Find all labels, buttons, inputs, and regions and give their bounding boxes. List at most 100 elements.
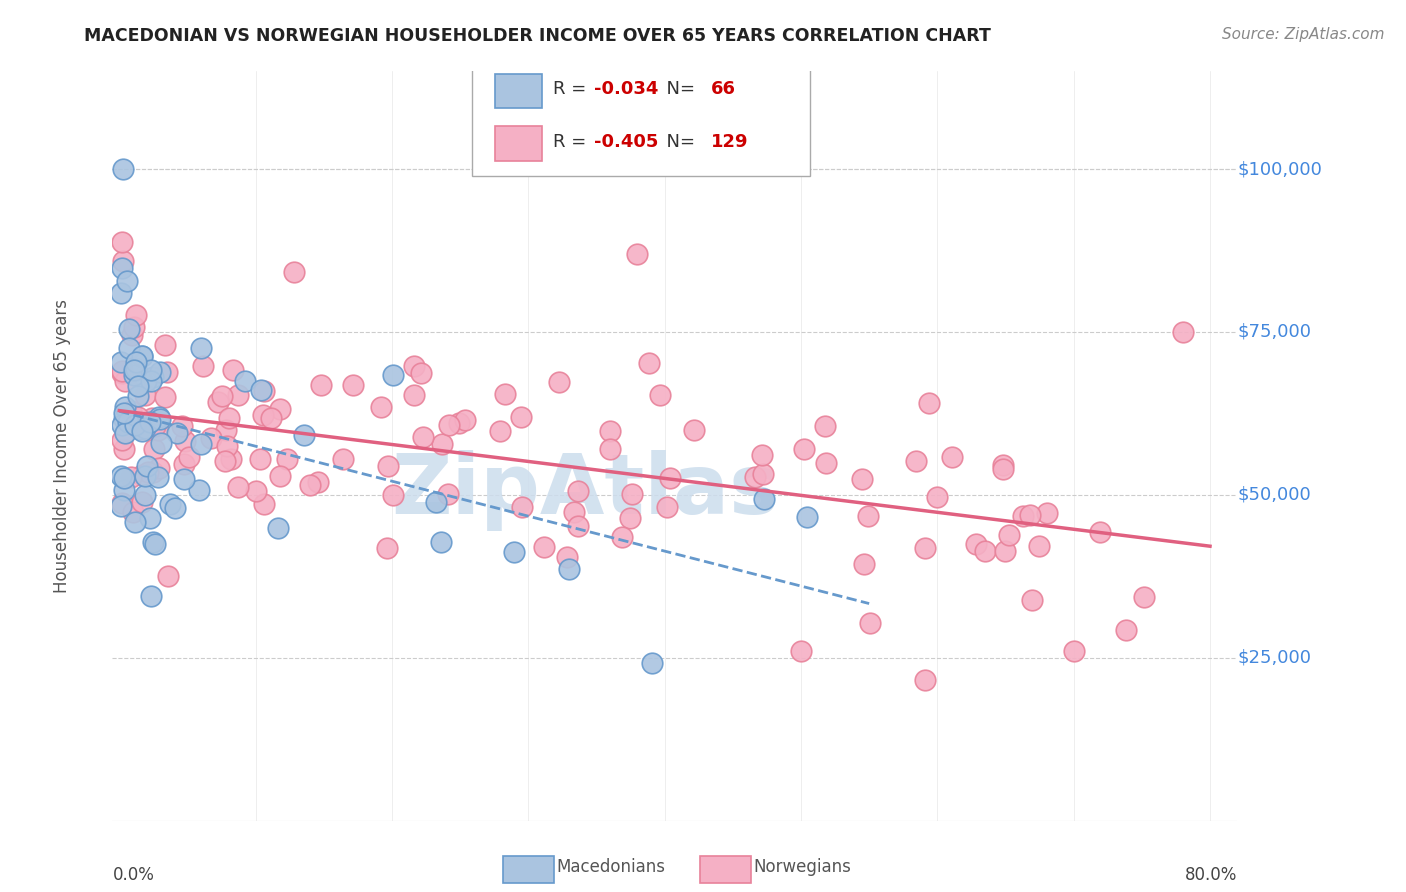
Point xyxy=(283,265,305,279)
Point xyxy=(851,472,873,486)
Text: 129: 129 xyxy=(711,133,748,151)
Point xyxy=(409,366,432,380)
Point xyxy=(207,395,229,409)
Point xyxy=(190,341,212,355)
Point xyxy=(115,274,138,288)
Point xyxy=(122,319,145,334)
Point xyxy=(166,426,188,441)
Point xyxy=(626,247,648,261)
Point xyxy=(215,423,238,437)
Text: Norwegians: Norwegians xyxy=(754,858,852,876)
Text: 0.0%: 0.0% xyxy=(112,865,155,884)
Point xyxy=(547,375,569,389)
Point xyxy=(141,375,163,389)
Point xyxy=(125,355,148,369)
Point xyxy=(148,461,170,475)
Point xyxy=(131,468,153,483)
Point xyxy=(814,419,837,434)
Point xyxy=(447,417,470,431)
Point xyxy=(533,540,555,554)
Point xyxy=(125,308,148,322)
Point xyxy=(744,469,766,483)
Point xyxy=(641,656,664,670)
Point xyxy=(215,439,238,453)
Point xyxy=(269,401,291,416)
Point xyxy=(131,349,153,363)
Point xyxy=(110,354,132,368)
Point xyxy=(941,450,963,464)
Point xyxy=(122,368,145,382)
Point xyxy=(110,468,132,483)
Point xyxy=(112,406,135,420)
Point xyxy=(143,419,166,434)
Point xyxy=(146,470,169,484)
Point xyxy=(124,516,146,530)
Point xyxy=(510,500,533,515)
Point xyxy=(1028,539,1050,553)
Point xyxy=(174,434,197,448)
Point xyxy=(159,497,181,511)
Point xyxy=(925,490,948,504)
Point xyxy=(139,511,162,525)
Point xyxy=(973,544,995,558)
Point xyxy=(914,541,936,555)
Point xyxy=(991,458,1014,473)
Point xyxy=(111,417,134,432)
Point xyxy=(859,615,882,630)
Point xyxy=(412,430,434,444)
Point xyxy=(382,368,405,383)
Text: MACEDONIAN VS NORWEGIAN HOUSEHOLDER INCOME OVER 65 YEARS CORRELATION CHART: MACEDONIAN VS NORWEGIAN HOUSEHOLDER INCO… xyxy=(84,27,991,45)
Point xyxy=(188,483,211,497)
Point xyxy=(599,425,621,439)
Point xyxy=(118,342,141,356)
Point xyxy=(131,495,153,509)
Point xyxy=(134,375,156,389)
Point xyxy=(599,442,621,457)
Point xyxy=(558,561,581,575)
Point xyxy=(146,423,169,437)
Point xyxy=(658,471,681,485)
Point xyxy=(375,541,398,555)
FancyBboxPatch shape xyxy=(495,126,543,161)
Point xyxy=(267,521,290,535)
Point xyxy=(856,509,879,524)
Point xyxy=(1115,623,1137,637)
Point xyxy=(276,451,298,466)
Point xyxy=(437,487,460,501)
Point xyxy=(112,471,135,485)
Point xyxy=(370,400,392,414)
Point xyxy=(127,410,149,425)
Point xyxy=(141,363,163,377)
Point xyxy=(309,377,332,392)
Point xyxy=(200,431,222,445)
Point xyxy=(110,500,132,514)
Point xyxy=(127,390,149,404)
Point xyxy=(122,505,145,519)
Point xyxy=(156,365,179,379)
Point xyxy=(190,437,212,451)
Point xyxy=(1171,325,1194,339)
Point xyxy=(904,453,927,467)
Point xyxy=(120,404,142,418)
Text: -0.034: -0.034 xyxy=(593,80,658,98)
Point xyxy=(153,338,176,352)
Point xyxy=(994,544,1017,558)
Point xyxy=(143,442,166,457)
Point xyxy=(1021,592,1043,607)
Point xyxy=(136,465,159,479)
Point xyxy=(918,396,941,410)
Point xyxy=(610,530,633,544)
Text: -0.405: -0.405 xyxy=(593,133,658,151)
Point xyxy=(503,545,526,559)
Point xyxy=(965,537,987,551)
Point xyxy=(136,458,159,473)
Point xyxy=(377,459,399,474)
Point xyxy=(148,409,170,424)
Point xyxy=(252,409,274,423)
Point xyxy=(638,356,661,370)
Point xyxy=(112,254,135,268)
Point xyxy=(682,423,704,437)
Point xyxy=(112,442,135,456)
Point xyxy=(149,365,172,379)
Point xyxy=(111,433,134,447)
